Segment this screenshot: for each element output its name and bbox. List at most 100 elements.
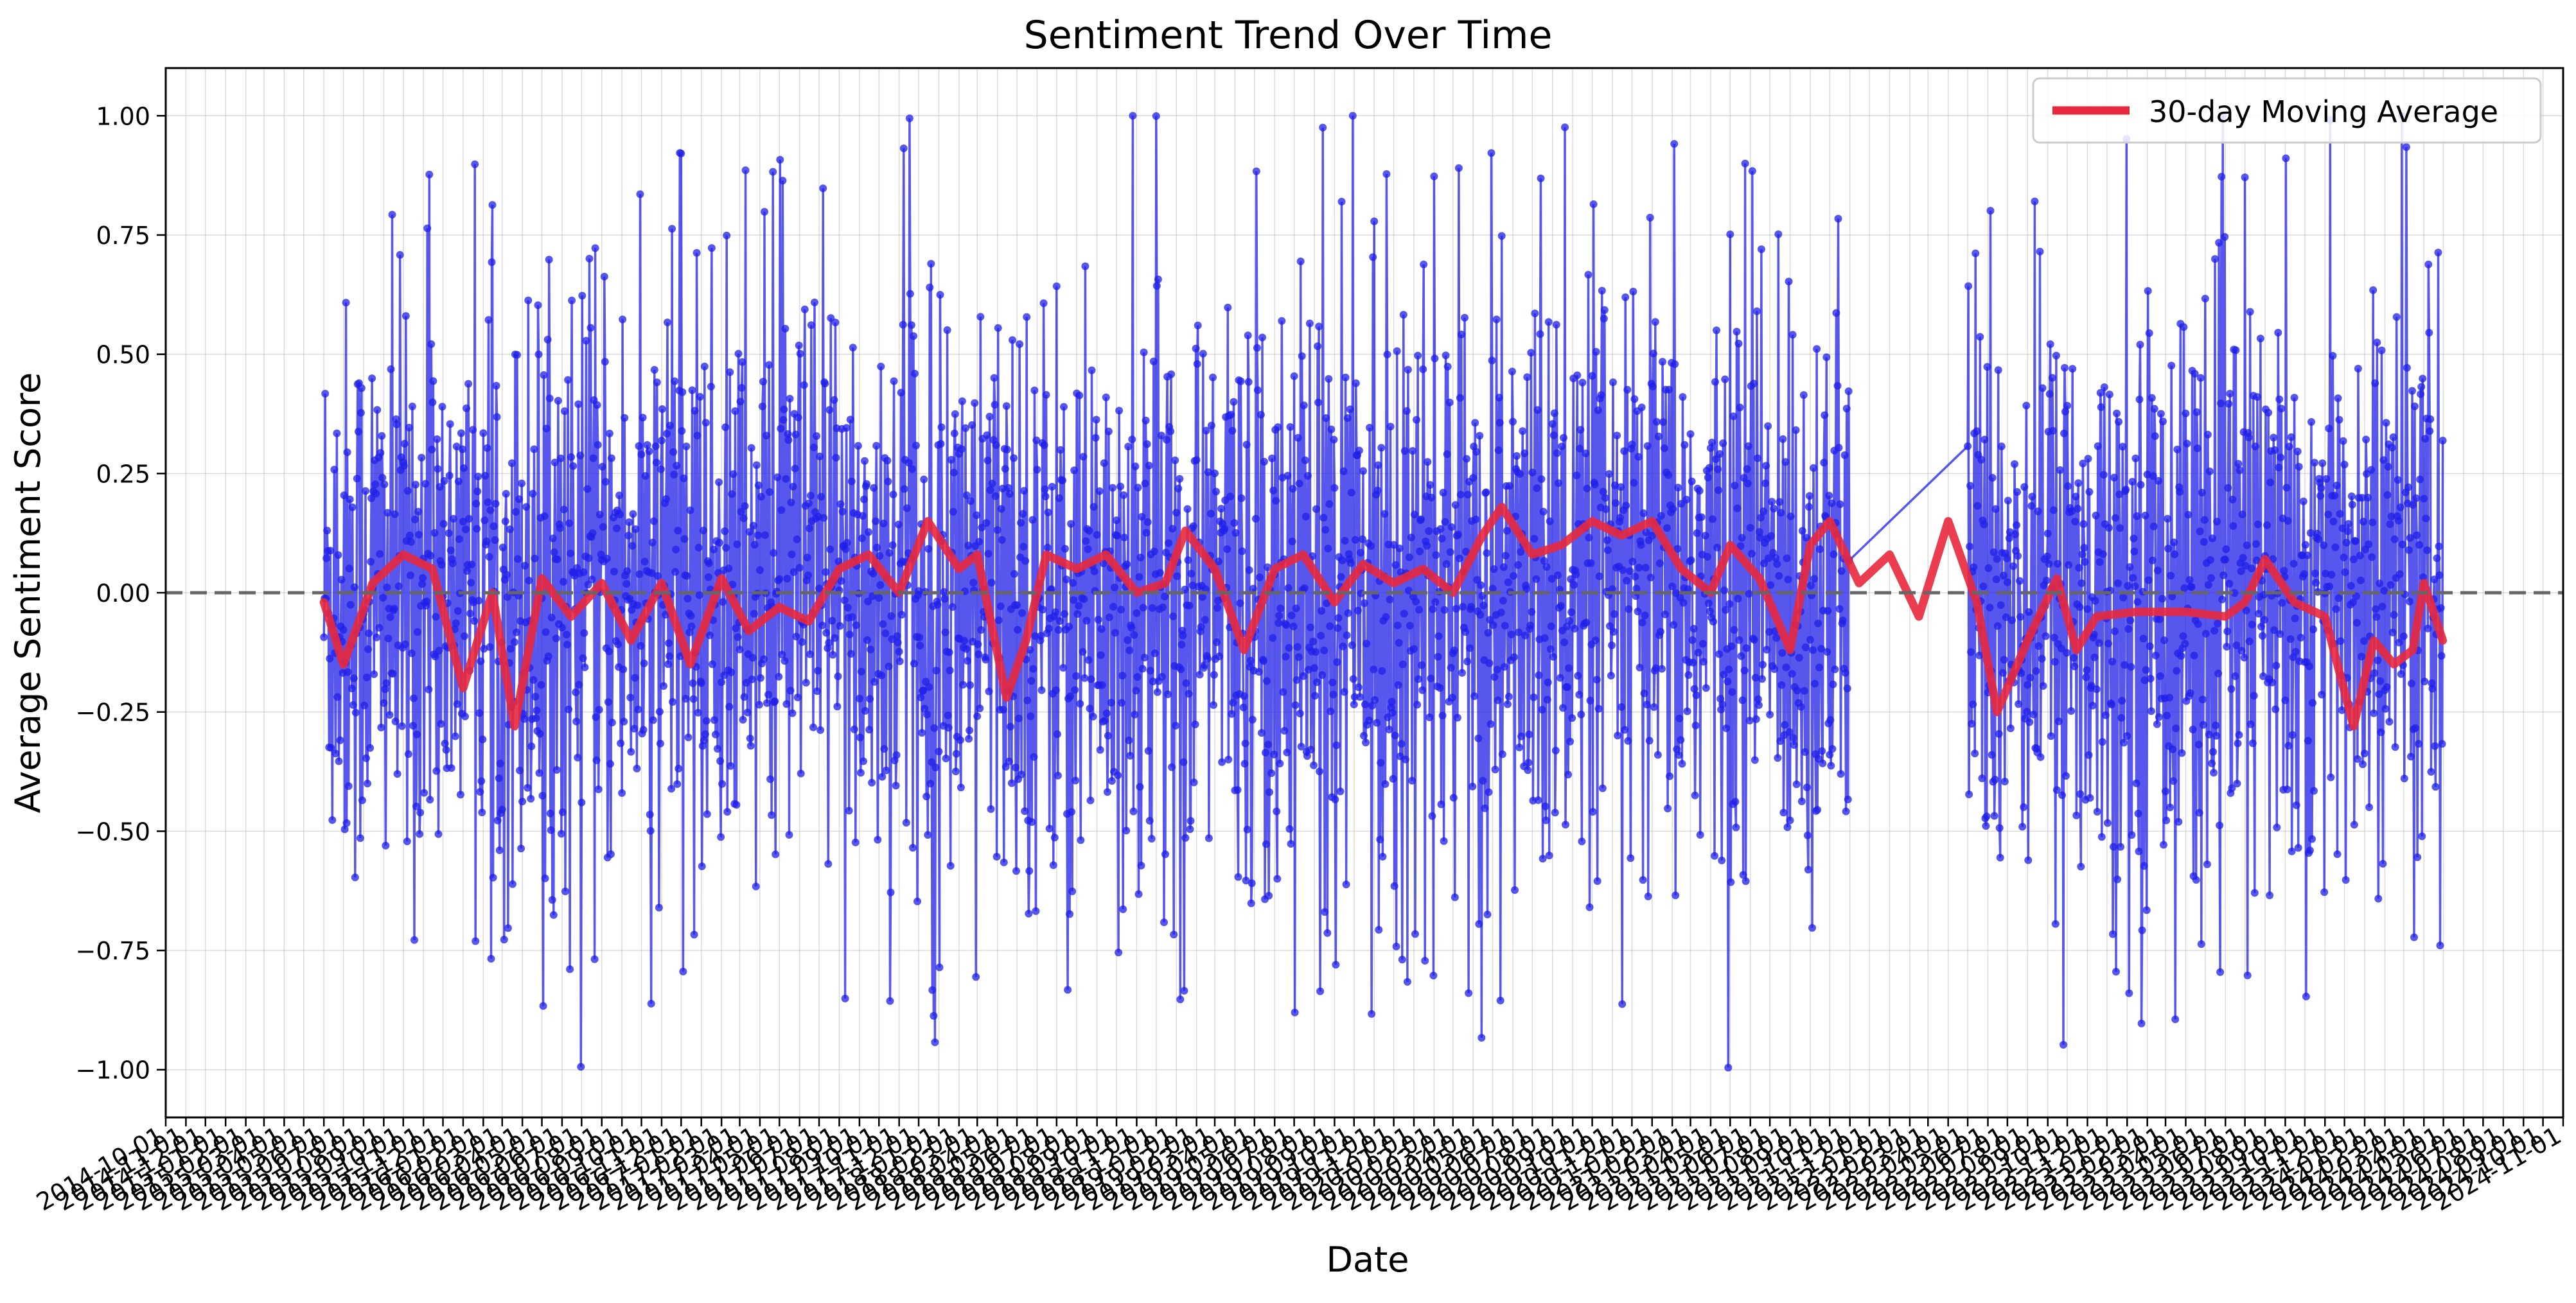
daily-sentiment-point (403, 837, 411, 846)
daily-sentiment-point (2235, 731, 2243, 739)
daily-sentiment-point (2421, 435, 2430, 443)
daily-sentiment-point (1749, 380, 1758, 388)
daily-sentiment-point (1273, 875, 1282, 883)
daily-sentiment-point (1342, 880, 1350, 889)
daily-sentiment-point (1503, 527, 1511, 535)
daily-sentiment-point (2151, 432, 2159, 441)
daily-sentiment-point (973, 511, 981, 520)
daily-sentiment-point (1549, 431, 1558, 439)
daily-sentiment-point (1656, 627, 1664, 636)
daily-sentiment-point (931, 1038, 939, 1046)
daily-sentiment-point (1509, 417, 1517, 426)
daily-sentiment-point (1262, 749, 1269, 756)
daily-sentiment-point (486, 506, 495, 514)
daily-sentiment-point (754, 531, 762, 539)
daily-sentiment-point (2167, 572, 2175, 580)
daily-sentiment-point (488, 201, 497, 209)
daily-sentiment-point (791, 464, 799, 473)
daily-sentiment-point (391, 510, 399, 518)
daily-sentiment-point (2364, 493, 2372, 502)
daily-sentiment-point (2086, 794, 2094, 802)
daily-sentiment-point (2133, 598, 2142, 606)
daily-sentiment-point (1834, 214, 1842, 223)
daily-sentiment-point (1409, 447, 1416, 455)
daily-sentiment-point (787, 498, 795, 507)
daily-sentiment-point (732, 801, 741, 809)
daily-sentiment-point (2229, 522, 2237, 530)
daily-sentiment-point (1140, 654, 1149, 661)
daily-sentiment-point (580, 629, 588, 637)
daily-sentiment-point (458, 445, 466, 453)
daily-sentiment-point (1012, 867, 1020, 875)
daily-sentiment-point (1467, 602, 1476, 611)
daily-sentiment-point (1124, 442, 1133, 451)
daily-sentiment-point (348, 503, 357, 511)
daily-sentiment-point (1170, 931, 1178, 939)
daily-sentiment-point (2403, 363, 2411, 372)
daily-sentiment-point (1128, 435, 1136, 444)
daily-sentiment-point (2214, 669, 2223, 678)
daily-sentiment-point (793, 694, 802, 701)
daily-sentiment-point (371, 480, 380, 489)
daily-sentiment-point (1171, 456, 1179, 464)
daily-sentiment-point (1790, 741, 1798, 749)
daily-sentiment-point (607, 454, 615, 462)
daily-sentiment-point (2406, 534, 2414, 542)
daily-sentiment-point (1696, 831, 1704, 839)
daily-sentiment-point (2222, 545, 2230, 554)
daily-sentiment-point (1000, 858, 1008, 866)
daily-sentiment-point (1495, 419, 1504, 427)
daily-sentiment-point (1355, 446, 1363, 455)
daily-sentiment-point (445, 529, 453, 538)
daily-sentiment-point (890, 377, 898, 385)
daily-sentiment-point (1400, 609, 1408, 618)
daily-sentiment-point (820, 514, 828, 522)
daily-sentiment-point (1786, 816, 1794, 825)
daily-sentiment-point (469, 426, 477, 434)
daily-sentiment-point (2163, 712, 2171, 720)
daily-sentiment-point (972, 973, 980, 981)
y-tick-layer: 1.000.750.500.250.00−0.25−0.50−0.75−1.00 (76, 102, 166, 1085)
daily-sentiment-point (1454, 530, 1462, 539)
daily-sentiment-point (846, 415, 854, 424)
daily-sentiment-point (2276, 630, 2284, 638)
daily-sentiment-point (1137, 861, 1145, 870)
daily-sentiment-point (412, 802, 420, 810)
daily-sentiment-point (2383, 683, 2391, 691)
daily-sentiment-point (506, 645, 515, 653)
daily-sentiment-point (2233, 780, 2241, 788)
daily-sentiment-point (1481, 804, 1489, 812)
daily-sentiment-point (1709, 618, 1717, 625)
daily-sentiment-point (2176, 487, 2184, 496)
daily-sentiment-point (2119, 442, 2127, 451)
daily-sentiment-point (987, 805, 995, 813)
daily-sentiment-point (2437, 652, 2446, 660)
daily-sentiment-point (400, 462, 408, 470)
daily-sentiment-point (987, 579, 996, 587)
daily-sentiment-point (1523, 373, 1531, 381)
daily-sentiment-point (928, 758, 936, 766)
daily-sentiment-point (1050, 834, 1059, 842)
daily-sentiment-point (1552, 320, 1560, 329)
daily-sentiment-point (1039, 299, 1048, 308)
daily-sentiment-point (1992, 575, 2000, 584)
daily-sentiment-point (1610, 627, 1618, 636)
daily-sentiment-point (976, 313, 985, 321)
daily-sentiment-point (2306, 846, 2314, 855)
daily-sentiment-point (1241, 739, 1249, 748)
daily-sentiment-point (746, 742, 755, 750)
daily-sentiment-point (1982, 812, 1991, 821)
daily-sentiment-point (1652, 664, 1660, 672)
daily-sentiment-point (2291, 614, 2299, 622)
daily-sentiment-point (737, 507, 745, 516)
daily-sentiment-point (2225, 579, 2234, 588)
daily-sentiment-point (971, 399, 979, 407)
daily-sentiment-point (1204, 834, 1213, 843)
daily-sentiment-point (1799, 391, 1808, 399)
daily-sentiment-point (1639, 876, 1647, 884)
daily-sentiment-point (1313, 678, 1321, 686)
daily-sentiment-point (1561, 123, 1569, 132)
daily-sentiment-point (513, 628, 520, 636)
daily-sentiment-point (2232, 641, 2241, 649)
daily-sentiment-point (1161, 850, 1169, 859)
